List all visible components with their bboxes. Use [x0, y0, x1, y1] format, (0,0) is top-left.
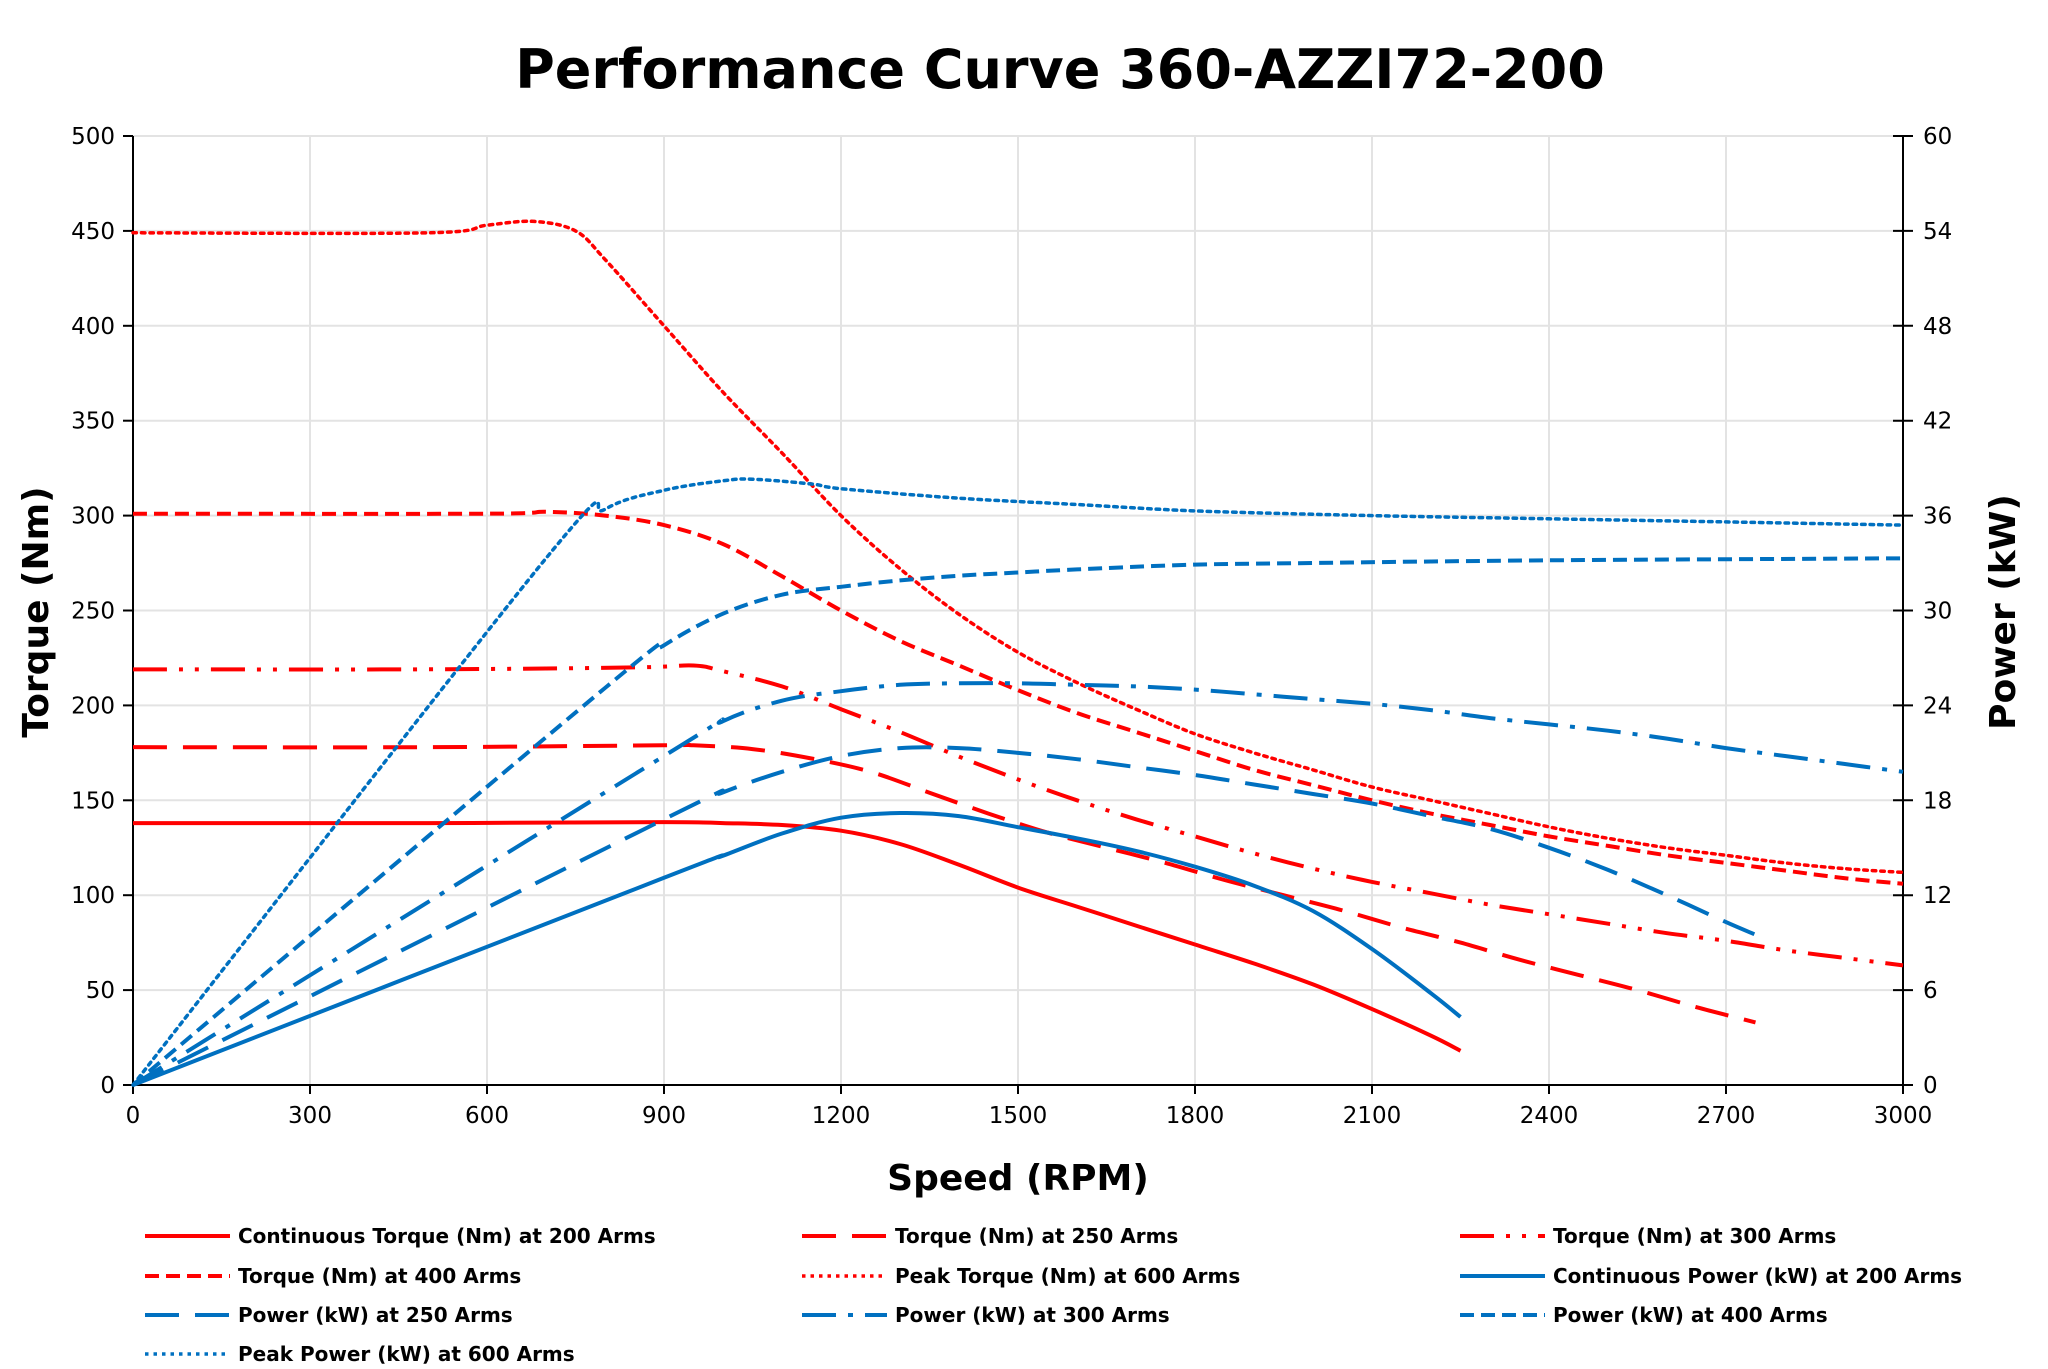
y2-tick-label: 12 — [1923, 883, 1952, 909]
x-tick-label: 2400 — [1520, 1103, 1579, 1129]
series-line-continuous-power-kw-at-200-arms — [132, 810, 1462, 1087]
series-line-power-kw-at-300-arms — [131, 681, 1904, 1087]
y2-tick-label: 24 — [1923, 693, 1952, 719]
legend-label: Peak Power (kW) at 600 Arms — [238, 1342, 575, 1366]
legend-label: Peak Torque (Nm) at 600 Arms — [895, 1264, 1240, 1288]
axes: 0 300 600 900 1200 1500 1800 2100 2400 2700 300005… — [71, 124, 1952, 1129]
y2-axis-label: Power (kW) — [1983, 494, 2024, 730]
y2-tick-label: 36 — [1923, 504, 1952, 530]
y-tick-label: 350 — [71, 409, 115, 435]
y-tick-label: 300 — [71, 504, 115, 530]
y-tick-label: 250 — [71, 599, 115, 625]
y2-tick-label: 0 — [1923, 1073, 1938, 1099]
y2-tick-label: 54 — [1923, 219, 1952, 245]
series-line-continuous-torque-nm-at-200-arms — [132, 820, 1462, 1053]
grid — [133, 135, 1903, 1085]
x-tick-label: 0 — [126, 1103, 141, 1129]
series-line-torque-nm-at-400-arms — [132, 509, 1904, 886]
x-tick-label: 900 — [642, 1103, 686, 1129]
y2-tick-label: 42 — [1923, 409, 1952, 435]
x-tick-label: 600 — [465, 1103, 509, 1129]
y-tick-label: 400 — [71, 314, 115, 340]
y2-tick-label: 18 — [1923, 788, 1952, 814]
legend-label: Torque (Nm) at 250 Arms — [895, 1224, 1178, 1248]
series-line-torque-nm-at-250-arms — [132, 742, 1757, 1025]
legend-label: Power (kW) at 400 Arms — [1553, 1303, 1828, 1327]
legend-label: Torque (Nm) at 400 Arms — [238, 1264, 521, 1288]
x-tick-label: 3000 — [1874, 1103, 1933, 1129]
y-tick-label: 0 — [100, 1073, 115, 1099]
y-tick-label: 50 — [86, 978, 115, 1004]
series-line-torque-nm-at-300-arms — [132, 663, 1904, 968]
y-axis-label: Torque (Nm) — [16, 486, 57, 737]
legend-label: Power (kW) at 250 Arms — [238, 1303, 513, 1327]
x-axis-label: Speed (RPM) — [887, 1158, 1149, 1199]
y-tick-label: 450 — [71, 219, 115, 245]
y2-tick-label: 30 — [1923, 599, 1952, 625]
y2-tick-label: 6 — [1923, 978, 1938, 1004]
y-tick-label: 100 — [71, 883, 115, 909]
x-tick-label: 1200 — [812, 1103, 871, 1129]
series-line-peak-power-kw-at-600-arms — [131, 477, 1905, 1087]
legend-label: Continuous Torque (Nm) at 200 Arms — [238, 1224, 656, 1248]
y-tick-label: 200 — [71, 693, 115, 719]
legend-label: Power (kW) at 300 Arms — [895, 1303, 1170, 1327]
chart-title: Performance Curve 360-AZZI72-200 — [515, 38, 1605, 101]
series-group — [131, 219, 1905, 1087]
y-tick-label: 150 — [71, 788, 115, 814]
series-line-power-kw-at-400-arms — [131, 556, 1904, 1087]
x-tick-label: 2700 — [1697, 1103, 1756, 1129]
x-tick-label: 300 — [288, 1103, 332, 1129]
y2-tick-label: 48 — [1923, 314, 1952, 340]
x-tick-label: 1800 — [1166, 1103, 1225, 1129]
x-tick-label: 1500 — [989, 1103, 1048, 1129]
x-tick-label: 2100 — [1343, 1103, 1402, 1129]
legend-label: Torque (Nm) at 300 Arms — [1553, 1224, 1836, 1248]
series-line-peak-torque-nm-at-600-arms — [131, 219, 1905, 875]
legend: Continuous Torque (Nm) at 200 Arms Torque… — [145, 1224, 1962, 1366]
series-line-power-kw-at-250-arms — [132, 745, 1757, 1087]
y-tick-label: 500 — [71, 124, 115, 150]
y2-tick-label: 60 — [1923, 124, 1952, 150]
legend-label: Continuous Power (kW) at 200 Arms — [1553, 1264, 1962, 1288]
